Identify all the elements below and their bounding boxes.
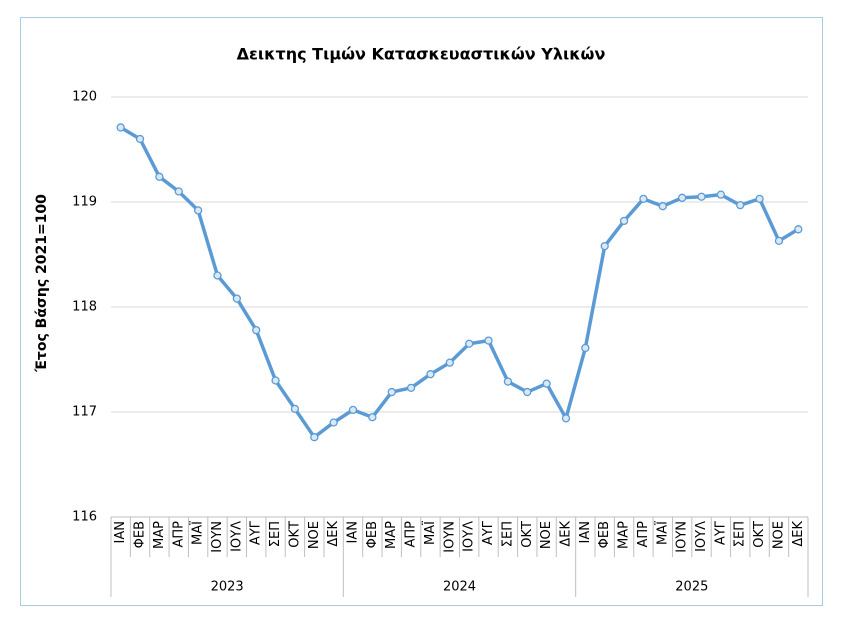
data-point [445, 358, 454, 367]
x-tick-label: ΔΕΚ [326, 521, 341, 547]
data-point [310, 433, 319, 442]
y-axis-title: Έτος Βάσης 2021=100 [34, 194, 50, 373]
x-tick-label: ΑΥΓ [249, 520, 264, 545]
data-point [619, 216, 629, 226]
x-tick-label: ΦΕΒ [365, 521, 380, 548]
data-point [348, 405, 358, 415]
x-tick-label: ΜΑΡ [617, 521, 632, 549]
data-point [678, 193, 687, 202]
x-tick-label: ΝΟΕ [771, 521, 786, 549]
x-tick-label: ΙΑΝ [578, 521, 593, 543]
data-point [794, 225, 803, 234]
x-tick-label: ΟΚΤ [520, 521, 535, 548]
group-label: 2024 [443, 580, 476, 595]
data-point [639, 194, 648, 204]
data-point [329, 418, 338, 427]
x-tick-label: ΟΚΤ [287, 521, 302, 548]
data-point [213, 271, 222, 280]
group-label: 2025 [675, 580, 708, 595]
data-point [561, 414, 571, 423]
data-point [155, 172, 164, 181]
x-tick-label: ΦΕΒ [597, 521, 612, 548]
y-tick-label: 117 [72, 405, 97, 420]
x-tick-label: ΣΕΠ [500, 521, 515, 547]
data-point [368, 413, 377, 422]
data-point [755, 194, 764, 204]
x-tick-label: ΝΟΕ [539, 521, 554, 549]
data-point [542, 379, 551, 388]
data-point [600, 241, 609, 251]
x-tick-label: ΣΕΠ [733, 521, 748, 547]
x-tick-label: ΙΑΝ [113, 521, 128, 543]
y-tick-label: 119 [72, 195, 97, 210]
group-label: 2023 [211, 580, 244, 595]
data-point [523, 387, 532, 397]
x-tick-label: ΙΟΥΝ [442, 521, 457, 553]
x-tick-label: ΙΟΥΛ [229, 521, 244, 552]
data-point [736, 200, 745, 210]
x-tick-label: ΑΥΓ [713, 520, 728, 545]
data-point [252, 325, 261, 335]
y-tick-label: 120 [72, 90, 97, 105]
data-point [484, 336, 493, 345]
data-point [426, 370, 435, 379]
x-tick-label: ΙΟΥΛ [694, 521, 709, 552]
x-tick-label: ΜΑΪ [654, 521, 670, 545]
data-point [290, 404, 300, 414]
data-point [658, 202, 667, 211]
chart-border [20, 17, 823, 606]
x-tick-label: ΙΟΥΝ [675, 521, 690, 553]
x-tick-label: ΜΑΡ [152, 521, 167, 549]
x-tick-label: ΑΠΡ [636, 521, 651, 548]
data-point [271, 376, 280, 385]
x-tick-label: ΑΥΓ [481, 520, 496, 545]
data-point [174, 187, 183, 196]
data-point [716, 190, 726, 199]
x-tick-label: ΣΕΠ [268, 521, 283, 547]
data-point [406, 383, 416, 393]
data-point [387, 387, 396, 397]
x-tick-label: ΙΑΝ [346, 521, 361, 543]
x-tick-label: ΙΟΥΛ [462, 521, 477, 552]
x-tick-label: ΦΕΒ [133, 521, 148, 548]
x-tick-label: ΙΟΥΝ [210, 521, 225, 553]
x-tick-label: ΑΠΡ [171, 521, 186, 548]
y-tick-label: 118 [72, 300, 97, 315]
x-tick-label: ΜΑΪ [422, 521, 438, 545]
data-point [697, 192, 706, 201]
x-tick-label: ΔΕΚ [558, 521, 573, 547]
x-tick-label: ΔΕΚ [791, 521, 806, 547]
chart-title: Δεικτης Τιμών Κατασκευαστικών Υλικών [237, 45, 606, 64]
x-tick-label: ΜΑΡ [384, 521, 399, 549]
data-point [774, 236, 784, 246]
data-point [503, 377, 513, 386]
x-tick-label: ΝΟΕ [307, 521, 322, 549]
data-point [135, 134, 145, 144]
x-tick-label: ΜΑΪ [190, 521, 206, 545]
x-tick-label: ΟΚΤ [752, 521, 767, 548]
data-point [465, 339, 474, 348]
data-point [581, 343, 590, 353]
y-tick-label: 116 [72, 510, 97, 525]
data-point [116, 123, 125, 132]
data-point [193, 206, 203, 215]
data-point [232, 294, 241, 303]
x-tick-label: ΑΠΡ [404, 521, 419, 548]
